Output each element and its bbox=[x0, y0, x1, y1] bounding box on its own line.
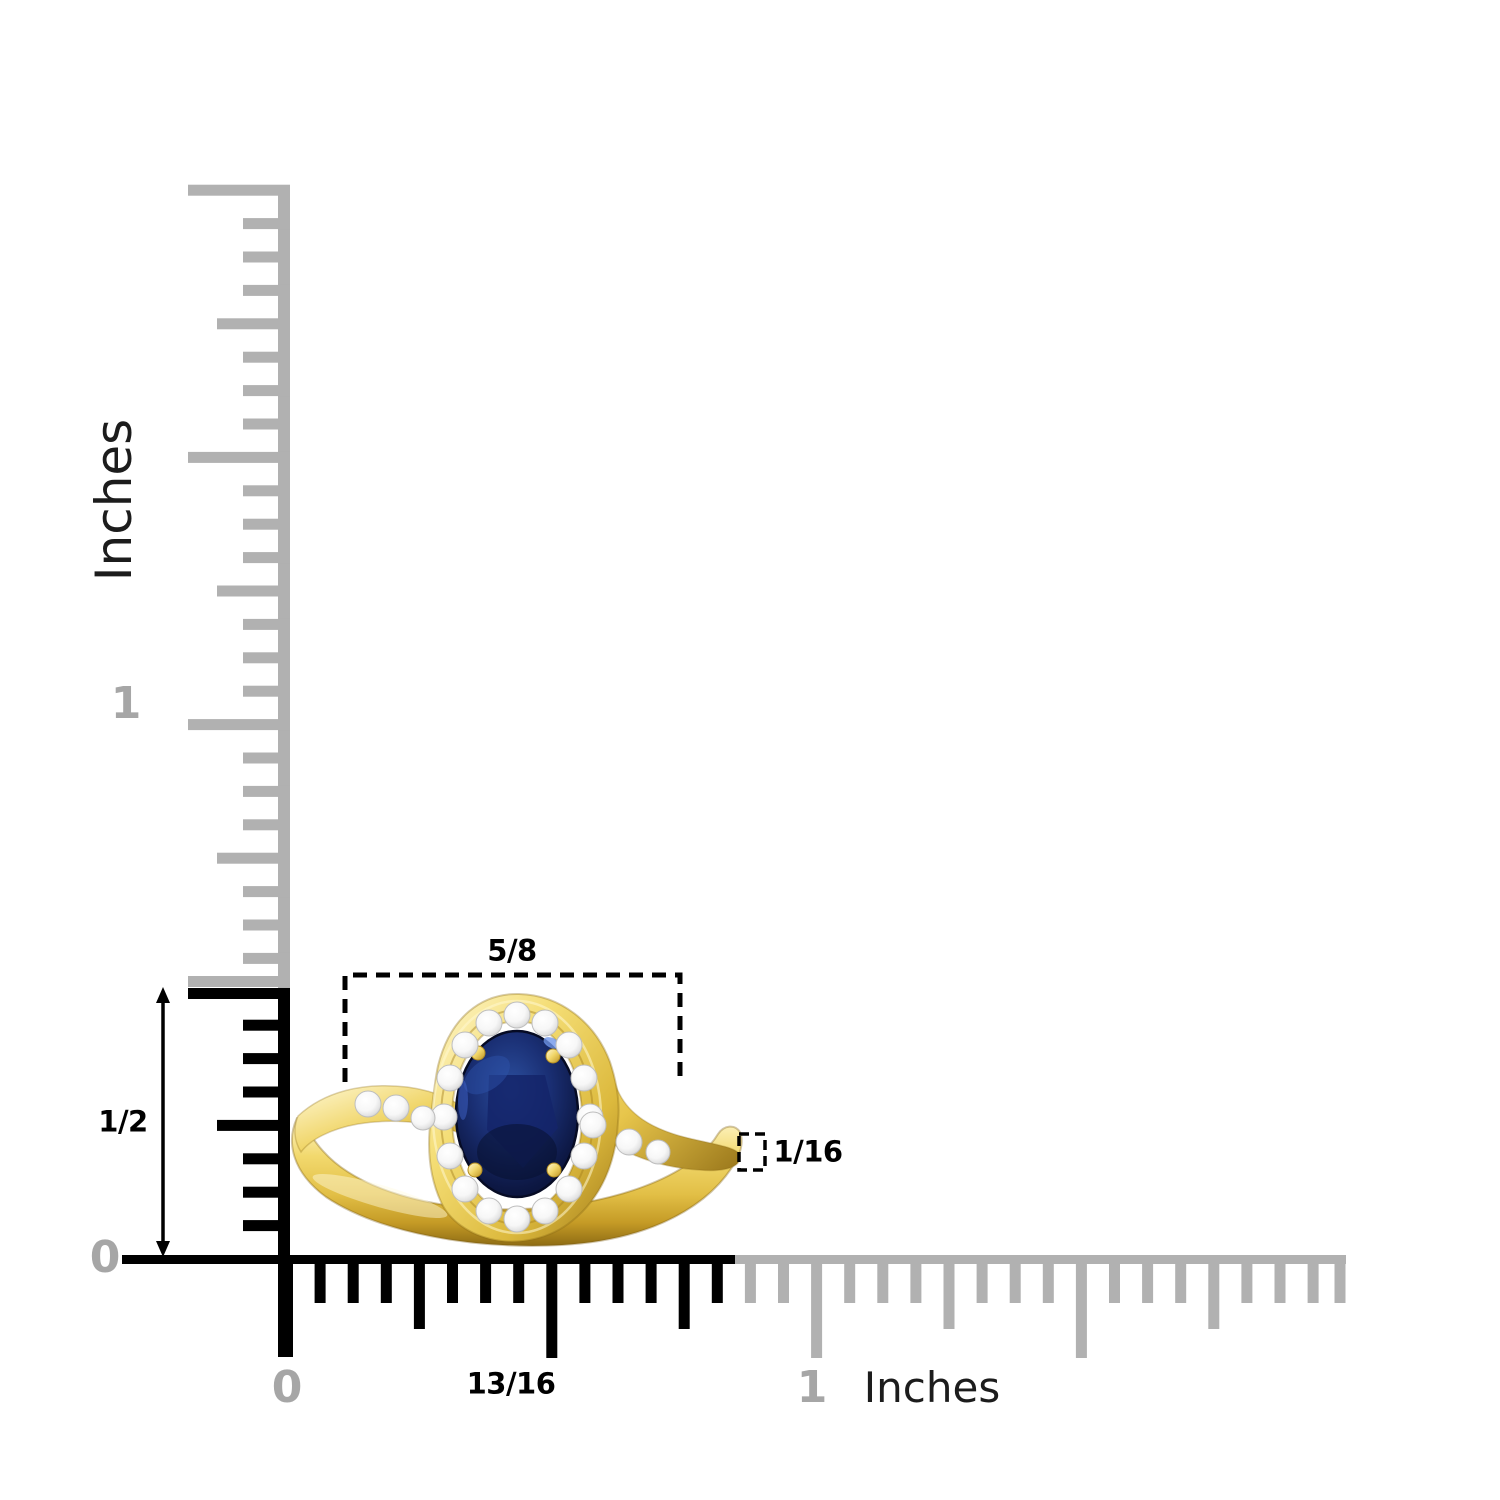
ruler-tick bbox=[122, 1255, 735, 1264]
ruler-tick bbox=[413, 1264, 425, 1329]
ruler-tick bbox=[943, 1264, 955, 1329]
horizontal-ruler-unit-label: Inches bbox=[863, 1363, 1001, 1412]
head-width-label: 5/8 bbox=[487, 933, 537, 968]
ruler-tick bbox=[612, 1264, 624, 1303]
ruler-tick bbox=[480, 1264, 492, 1303]
ruler-tick bbox=[1109, 1264, 1120, 1303]
ruler-tick bbox=[243, 1019, 290, 1031]
ruler-tick bbox=[243, 886, 290, 898]
vertical-ruler-0-label: 0 bbox=[89, 1232, 121, 1283]
ruler-tick bbox=[243, 1053, 290, 1065]
ruler-tick bbox=[243, 552, 290, 564]
ruler-tick bbox=[243, 518, 290, 530]
ruler-tick bbox=[546, 1264, 558, 1358]
ruler-tick bbox=[910, 1264, 922, 1303]
ruler-tick bbox=[188, 976, 290, 987]
ruler-tick bbox=[243, 385, 290, 397]
shoulder-diamonds bbox=[354, 1090, 671, 1165]
ruler-tick bbox=[380, 1264, 392, 1303]
ruler-tick bbox=[735, 1255, 1346, 1264]
ruler-tick bbox=[347, 1264, 359, 1303]
ruler-tick bbox=[243, 251, 290, 263]
ruler-tick bbox=[243, 1220, 290, 1232]
ruler-tick bbox=[243, 284, 290, 296]
ruler-tick bbox=[811, 1264, 823, 1358]
ruler-tick bbox=[1009, 1264, 1021, 1303]
ruler-tick bbox=[645, 1264, 657, 1303]
vertical-ruler bbox=[188, 184, 290, 1357]
ruler-tick bbox=[579, 1264, 591, 1303]
ruler-tick bbox=[217, 318, 290, 330]
ruler-tick bbox=[1075, 1264, 1087, 1358]
ruler-tick bbox=[1274, 1264, 1286, 1303]
horizontal-ruler-1-label: 1 bbox=[796, 1362, 828, 1413]
ruler-tick bbox=[243, 618, 290, 630]
ruler-tick bbox=[1241, 1264, 1253, 1303]
band-thickness-label: 1/16 bbox=[773, 1134, 843, 1169]
band-thickness-bracket bbox=[737, 1132, 767, 1172]
ruler-tick bbox=[243, 1153, 290, 1165]
halo-diamonds bbox=[430, 1001, 604, 1233]
height-arrow bbox=[156, 987, 170, 1257]
ring-photo bbox=[290, 992, 743, 1247]
ruler-tick bbox=[281, 1255, 293, 1357]
ruler-tick bbox=[844, 1264, 856, 1303]
horizontal-ruler bbox=[122, 1255, 1346, 1358]
ruler-tick bbox=[243, 919, 290, 931]
ring-height-label: 1/2 bbox=[98, 1104, 148, 1139]
ruler-tick bbox=[243, 752, 290, 764]
ruler-tick bbox=[243, 1086, 290, 1098]
ruler-tick bbox=[243, 652, 290, 664]
ruler-tick bbox=[243, 418, 290, 430]
ruler-tick bbox=[1175, 1264, 1187, 1303]
ruler-tick bbox=[243, 485, 290, 497]
ruler-tick bbox=[314, 1264, 326, 1303]
ruler-tick bbox=[243, 785, 290, 797]
ruler-tick bbox=[744, 1264, 756, 1303]
ruler-tick bbox=[1208, 1264, 1220, 1329]
ruler-tick bbox=[877, 1264, 889, 1303]
ruler-tick bbox=[243, 685, 290, 697]
ruler-tick bbox=[188, 719, 290, 731]
ruler-tick bbox=[1042, 1264, 1054, 1303]
ruler-tick bbox=[1334, 1264, 1346, 1303]
vertical-ruler-1-label: 1 bbox=[110, 678, 142, 729]
ruler-tick bbox=[513, 1264, 525, 1303]
ruler-tick bbox=[188, 988, 290, 999]
horizontal-ruler-0-label: 0 bbox=[271, 1362, 303, 1413]
ring-width-label: 13/16 bbox=[466, 1366, 556, 1401]
vertical-ruler-unit-label: Inches bbox=[85, 418, 143, 582]
ruler-tick bbox=[711, 1264, 723, 1303]
ruler-tick bbox=[243, 952, 290, 964]
ruler-tick bbox=[976, 1264, 988, 1303]
ruler-tick bbox=[243, 1186, 290, 1198]
ruler-tick bbox=[217, 585, 290, 597]
ruler-tick bbox=[188, 184, 290, 196]
ruler-tick bbox=[217, 852, 290, 864]
sapphire bbox=[454, 1029, 580, 1199]
ruler-tick bbox=[188, 451, 290, 463]
ruler-tick bbox=[243, 351, 290, 363]
ruler-tick bbox=[678, 1264, 690, 1329]
ruler-tick bbox=[778, 1264, 789, 1303]
ruler-tick bbox=[243, 218, 290, 230]
ruler-tick bbox=[243, 819, 290, 831]
ruler-tick bbox=[217, 1119, 290, 1131]
ruler-tick bbox=[447, 1264, 458, 1303]
head-width-bracket bbox=[342, 972, 683, 1082]
ruler-tick bbox=[1142, 1264, 1154, 1303]
ruler-tick bbox=[1307, 1264, 1319, 1303]
prongs bbox=[467, 1045, 562, 1178]
